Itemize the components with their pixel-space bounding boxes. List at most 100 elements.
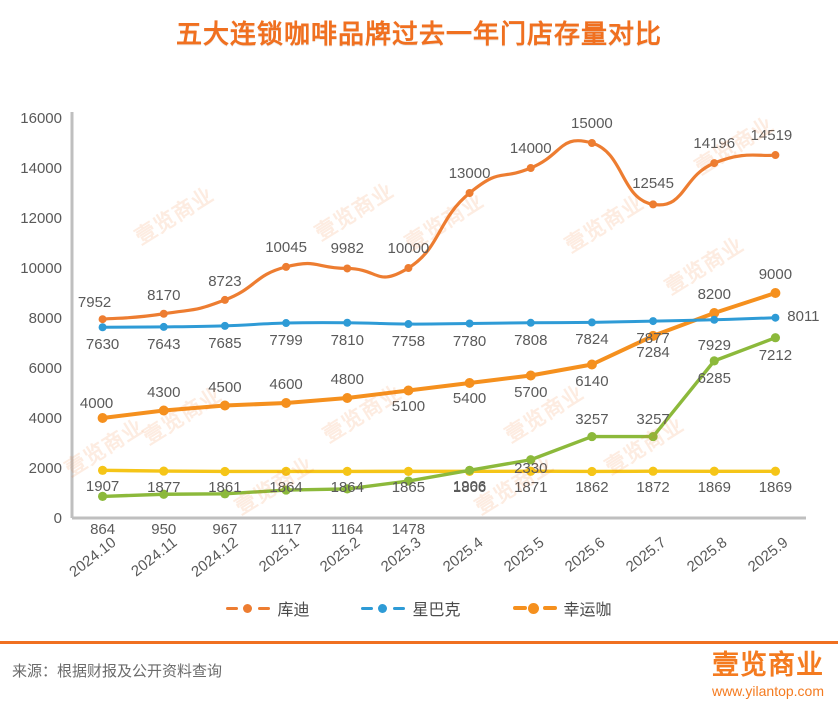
data-point — [342, 393, 353, 403]
data-label: 9000 — [758, 266, 793, 283]
data-label: 14519 — [750, 127, 793, 145]
data-label: 4000 — [79, 395, 114, 412]
data-label: 1864 — [269, 479, 303, 497]
data-point — [465, 189, 474, 197]
data-label: 1906 — [452, 478, 487, 496]
data-point — [159, 466, 169, 476]
data-label: 1861 — [208, 479, 242, 497]
y-tick-label: 8000 — [28, 310, 62, 327]
data-label: 12545 — [632, 175, 674, 193]
data-label: 6140 — [575, 372, 609, 390]
data-label: 1871 — [514, 479, 548, 497]
data-label: 14196 — [693, 135, 736, 153]
y-tick-label: 10000 — [20, 260, 62, 277]
data-label: 7780 — [452, 332, 487, 350]
data-point — [281, 485, 291, 495]
data-point — [586, 359, 597, 370]
data-label: 5100 — [391, 397, 426, 415]
y-tick-label: 4000 — [28, 410, 62, 427]
data-label: 4500 — [208, 378, 242, 396]
data-label: 967 — [212, 521, 238, 538]
data-point — [220, 295, 229, 304]
legend-item-0[interactable]: 库迪 — [226, 596, 309, 620]
data-point — [648, 466, 658, 476]
data-label: 10045 — [265, 238, 307, 256]
data-point — [282, 319, 291, 328]
data-point — [159, 322, 168, 331]
data-point — [526, 466, 536, 476]
legend-item-1[interactable]: 星巴克 — [361, 596, 461, 620]
data-label: 1866 — [452, 479, 487, 497]
data-point — [343, 318, 352, 327]
data-point — [464, 378, 475, 388]
y-tick-label: 6000 — [28, 360, 62, 377]
data-point — [709, 308, 720, 318]
data-point — [97, 413, 108, 423]
data-point — [648, 431, 658, 442]
data-label: 4800 — [330, 371, 364, 388]
data-point — [219, 400, 230, 411]
series-星巴克 — [98, 313, 780, 332]
data-label: 9982 — [330, 240, 364, 258]
legend-marker-icon — [361, 602, 406, 614]
data-label: 1864 — [330, 479, 364, 497]
data-point — [709, 356, 719, 366]
data-label: 5700 — [514, 383, 548, 401]
source-note: 来源：根据财报及公开资料查询 — [12, 663, 223, 680]
data-label: 7824 — [575, 331, 609, 349]
data-label: 950 — [151, 521, 177, 538]
data-point — [220, 321, 229, 330]
data-label: 10000 — [387, 240, 430, 257]
plot-area: 0 2000 4000 6000 8000 10000 12000 14000 16000 20… — [20, 110, 819, 581]
series-line — [100, 291, 778, 420]
legend-dot — [243, 604, 253, 613]
legend-label: 幸运咖 — [563, 602, 612, 619]
data-label: 1117 — [270, 521, 302, 538]
data-label: 7799 — [269, 332, 303, 350]
legend-marker-icon — [512, 602, 557, 614]
data-label: 5400 — [452, 390, 487, 407]
data-label: 1869 — [697, 479, 731, 497]
data-point — [770, 333, 781, 343]
series-幸运咖 — [97, 288, 781, 423]
data-point — [403, 476, 414, 486]
legend-label: 星巴克 — [412, 602, 461, 619]
data-point — [342, 484, 352, 494]
data-label: 1478 — [391, 521, 426, 538]
data-label: 7758 — [391, 333, 426, 351]
legend-label: 库迪 — [277, 602, 310, 619]
legend-dot — [378, 604, 388, 613]
data-label: 864 — [90, 521, 116, 538]
series-库迪 — [98, 139, 780, 324]
data-label: 3257 — [636, 410, 670, 428]
brand-logo: 壹览商业 www.yilantop.com — [712, 652, 824, 702]
series-line — [100, 336, 778, 499]
series-series-yellow — [97, 465, 781, 477]
data-point — [220, 489, 230, 499]
legend-marker-icon — [226, 602, 271, 614]
data-label: 7630 — [85, 336, 120, 354]
chart-legend: 库迪 星巴克 幸运咖 — [0, 596, 838, 620]
data-label: 7877 — [636, 330, 670, 348]
legend-item-2[interactable]: 幸运咖 — [512, 596, 612, 620]
data-point — [587, 466, 597, 477]
data-label: 8170 — [147, 286, 181, 304]
legend-seg-left — [226, 607, 239, 610]
legend-seg-left — [361, 607, 374, 610]
data-point — [587, 431, 597, 442]
data-label: 3257 — [575, 410, 609, 428]
data-label: 7284 — [636, 343, 670, 361]
brand-mark-text: 壹览商业 — [712, 650, 824, 680]
legend-dot — [527, 603, 539, 614]
brand-url-text: www.yilantop.com — [711, 683, 824, 699]
data-label: 8200 — [697, 286, 731, 303]
data-label: 1907 — [85, 478, 120, 496]
data-label: 1872 — [636, 479, 670, 497]
y-tick-label: 2000 — [28, 460, 62, 477]
data-point — [770, 288, 781, 298]
data-point — [771, 313, 780, 322]
legend-seg-right — [258, 607, 271, 610]
y-tick-label: 16000 — [20, 110, 62, 127]
data-label: 7643 — [147, 335, 181, 353]
